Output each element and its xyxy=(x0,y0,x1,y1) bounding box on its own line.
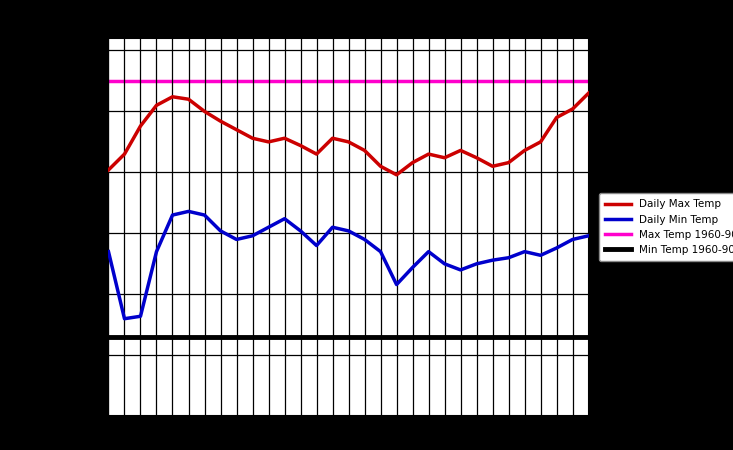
Daily Max Temp xyxy=(184,96,193,102)
Daily Min Temp xyxy=(152,249,161,254)
Daily Max Temp xyxy=(408,160,417,165)
Daily Min Temp xyxy=(424,249,433,254)
Daily Min Temp xyxy=(296,228,305,234)
Daily Min Temp xyxy=(520,249,529,254)
Daily Min Temp xyxy=(392,282,401,287)
Legend: Daily Max Temp, Daily Min Temp, Max Temp 1960-90, Min Temp 1960-90: Daily Max Temp, Daily Min Temp, Max Temp… xyxy=(599,193,733,261)
Daily Min Temp xyxy=(136,314,145,319)
Line: Daily Min Temp: Daily Min Temp xyxy=(108,212,589,319)
Daily Max Temp xyxy=(200,109,209,114)
Daily Max Temp xyxy=(312,151,321,157)
Daily Max Temp xyxy=(376,164,385,169)
Daily Min Temp xyxy=(408,265,417,270)
Daily Min Temp xyxy=(264,225,273,230)
Daily Max Temp xyxy=(568,106,577,112)
Daily Min Temp xyxy=(200,212,209,218)
Daily Max Temp xyxy=(264,139,273,144)
Daily Max Temp xyxy=(552,115,561,120)
Daily Min Temp xyxy=(280,216,289,221)
Daily Min Temp xyxy=(232,237,241,242)
Daily Min Temp xyxy=(104,249,113,254)
Daily Max Temp xyxy=(488,164,497,169)
Daily Min Temp xyxy=(376,249,385,254)
Daily Max Temp xyxy=(424,151,433,157)
Daily Min Temp xyxy=(456,267,465,273)
Daily Max Temp xyxy=(280,135,289,141)
Daily Max Temp xyxy=(216,118,225,124)
Daily Max Temp xyxy=(392,172,401,177)
Daily Max Temp xyxy=(345,139,353,144)
Daily Min Temp xyxy=(537,252,545,258)
Daily Min Temp xyxy=(504,255,513,261)
Max Temp 1960-90 xyxy=(104,78,113,84)
Daily Max Temp xyxy=(248,135,257,141)
Daily Min Temp xyxy=(584,233,593,238)
Daily Max Temp xyxy=(456,148,465,153)
Daily Min Temp xyxy=(216,228,225,234)
Daily Max Temp xyxy=(296,143,305,148)
Daily Max Temp xyxy=(537,139,545,144)
Daily Min Temp xyxy=(568,237,577,242)
Daily Max Temp xyxy=(472,155,481,161)
Daily Max Temp xyxy=(104,167,113,173)
Daily Max Temp xyxy=(504,160,513,165)
Max Temp 1960-90 xyxy=(88,78,97,84)
Daily Min Temp xyxy=(168,212,177,218)
Line: Daily Max Temp: Daily Max Temp xyxy=(108,93,589,175)
Daily Min Temp xyxy=(328,225,337,230)
Min Temp 1960-90 xyxy=(88,334,97,340)
Daily Max Temp xyxy=(136,123,145,129)
Daily Max Temp xyxy=(152,103,161,108)
Daily Max Temp xyxy=(120,151,129,157)
Daily Max Temp xyxy=(168,94,177,99)
Daily Max Temp xyxy=(520,148,529,153)
Daily Min Temp xyxy=(248,233,257,238)
Daily Max Temp xyxy=(232,127,241,132)
Daily Max Temp xyxy=(360,148,369,153)
Daily Min Temp xyxy=(552,245,561,251)
Daily Min Temp xyxy=(345,228,353,234)
Daily Min Temp xyxy=(120,316,129,321)
Daily Min Temp xyxy=(360,237,369,242)
Daily Max Temp xyxy=(328,135,337,141)
Daily Min Temp xyxy=(488,257,497,263)
Daily Min Temp xyxy=(472,261,481,266)
Daily Min Temp xyxy=(440,261,449,266)
Daily Min Temp xyxy=(312,243,321,248)
Daily Min Temp xyxy=(184,209,193,214)
Min Temp 1960-90 xyxy=(104,334,113,340)
Daily Max Temp xyxy=(584,90,593,96)
Daily Max Temp xyxy=(440,155,449,161)
